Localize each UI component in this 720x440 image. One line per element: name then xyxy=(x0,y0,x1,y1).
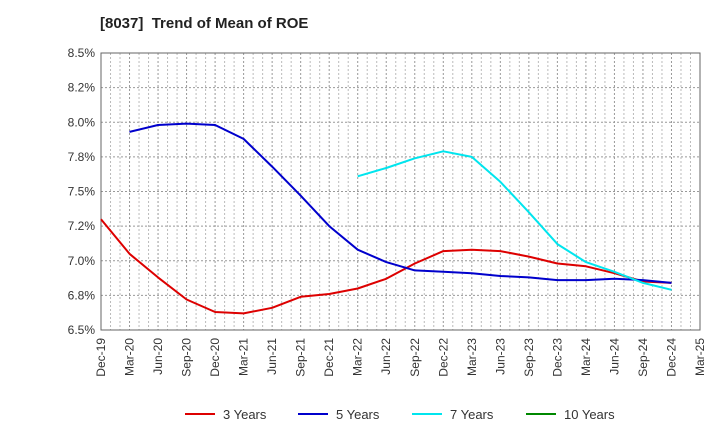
x-tick-label: Mar-21 xyxy=(237,338,251,376)
x-tick-label: Sep-21 xyxy=(294,338,308,377)
series-line-2 xyxy=(129,122,672,284)
x-tick-label: Jun-20 xyxy=(151,338,165,375)
x-tick-label: Mar-24 xyxy=(579,338,593,376)
y-tick-label: 7.8% xyxy=(68,150,96,164)
x-tick-labels: Dec-19 Mar-20 Jun-20 Sep-20 Dec-20 Mar-21 Jun-… xyxy=(94,338,707,377)
x-tick-label: Dec-22 xyxy=(436,338,450,377)
x-tick-label: Sep-23 xyxy=(522,338,536,377)
x-tick-label: Sep-20 xyxy=(180,338,194,377)
legend-label-1: 3 Years xyxy=(223,407,267,422)
plot-area xyxy=(101,53,700,330)
plot-frame xyxy=(100,52,701,331)
series-line-3 xyxy=(357,150,672,291)
axes xyxy=(100,52,701,331)
y-tick-label: 8.5% xyxy=(68,46,96,60)
x-tick-label: Dec-19 xyxy=(94,338,108,377)
y-tick-label: 7.5% xyxy=(68,185,96,199)
legend-label-2: 5 Years xyxy=(336,407,380,422)
x-tick-label: Dec-21 xyxy=(322,338,336,377)
y-tick-labels: 6.5% 6.8% 7.0% 7.2% 7.5% 7.8% 8.0% 8.2% 8.5% xyxy=(68,46,96,337)
series-line-1 xyxy=(100,218,672,315)
x-tick-label: Jun-22 xyxy=(379,338,393,375)
x-tick-label: Mar-25 xyxy=(693,338,707,376)
y-tick-label: 8.0% xyxy=(68,115,96,129)
grid-lines xyxy=(100,52,701,331)
legend-label-3: 7 Years xyxy=(450,407,494,422)
x-tick-label: Mar-20 xyxy=(123,338,137,376)
x-tick-label: Sep-24 xyxy=(636,338,650,377)
x-tick-label: Sep-22 xyxy=(408,338,422,377)
x-tick-label: Dec-24 xyxy=(664,338,678,377)
legend-label-4: 10 Years xyxy=(564,407,615,422)
y-tick-label: 7.0% xyxy=(68,254,96,268)
y-tick-label: 8.2% xyxy=(68,81,96,95)
x-tick-label: Jun-21 xyxy=(265,338,279,375)
y-tick-label: 7.2% xyxy=(68,219,96,233)
x-tick-label: Jun-23 xyxy=(493,338,507,375)
x-tick-label: Dec-23 xyxy=(550,338,564,377)
x-tick-label: Mar-23 xyxy=(465,338,479,376)
y-tick-label: 6.8% xyxy=(68,288,96,302)
legend: 3 Years 5 Years 7 Years 10 Years xyxy=(185,407,615,422)
x-tick-label: Dec-20 xyxy=(208,338,222,377)
series-lines xyxy=(100,122,672,315)
x-tick-label: Jun-24 xyxy=(607,338,621,375)
y-tick-label: 6.5% xyxy=(68,323,96,337)
x-tick-label: Mar-22 xyxy=(351,338,365,376)
chart-title: [8037] Trend of Mean of ROE xyxy=(100,15,309,32)
